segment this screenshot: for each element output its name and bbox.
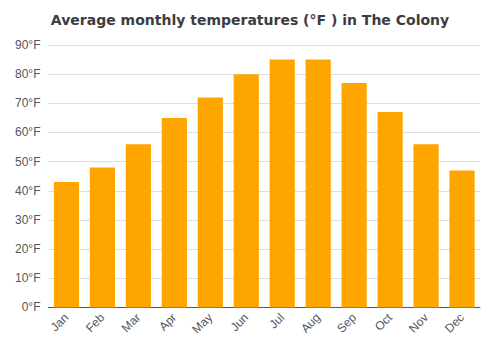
svg-text:80°F: 80°F <box>15 67 40 81</box>
svg-text:Apr: Apr <box>156 311 179 334</box>
svg-text:Feb: Feb <box>83 310 108 335</box>
svg-text:Average monthly temperatures (: Average monthly temperatures (°F ) in Th… <box>51 12 449 28</box>
svg-text:20°F: 20°F <box>15 242 40 256</box>
svg-text:Oct: Oct <box>372 310 396 334</box>
svg-text:Nov: Nov <box>406 311 431 336</box>
svg-text:Jun: Jun <box>228 311 252 335</box>
svg-text:Mar: Mar <box>119 311 144 335</box>
svg-text:30°F: 30°F <box>15 213 40 227</box>
svg-text:May: May <box>189 311 215 337</box>
svg-text:Sep: Sep <box>334 310 359 335</box>
svg-text:Aug: Aug <box>298 311 323 336</box>
svg-text:10°F: 10°F <box>15 271 40 285</box>
svg-text:70°F: 70°F <box>15 96 40 110</box>
svg-text:60°F: 60°F <box>15 125 40 139</box>
svg-text:Jan: Jan <box>48 311 72 335</box>
svg-text:0°F: 0°F <box>22 300 41 314</box>
svg-text:Dec: Dec <box>442 311 467 336</box>
svg-text:40°F: 40°F <box>15 184 40 198</box>
svg-text:Jul: Jul <box>266 311 287 332</box>
svg-text:50°F: 50°F <box>15 155 40 169</box>
svg-text:90°F: 90°F <box>15 38 40 52</box>
